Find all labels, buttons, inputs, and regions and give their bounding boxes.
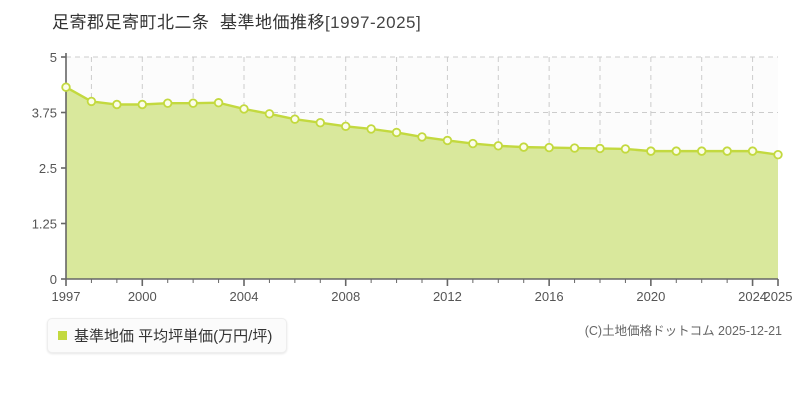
y-axis-tick-label: 3.75 <box>32 106 57 121</box>
data-point-marker <box>137 99 147 110</box>
data-point-marker <box>671 146 681 156</box>
copyright-credit: (C)土地価格ドットコム 2025-12-21 <box>584 324 782 338</box>
x-axis-tick-label: 2008 <box>331 289 360 304</box>
y-axis-tick-label: 2.5 <box>39 161 57 176</box>
data-point-marker <box>519 142 529 152</box>
data-point-marker <box>646 146 656 156</box>
title-metric: 基準地価推移 <box>219 13 325 32</box>
page-title: 足寄郡足寄町北二条 基準地価推移[1997-2025] <box>0 8 800 33</box>
x-axis-tick-label: 2024 <box>738 289 767 304</box>
data-point-marker <box>315 118 325 128</box>
x-axis-tick-label: 2020 <box>636 289 665 304</box>
data-point-marker <box>163 98 173 108</box>
data-point-marker <box>442 135 453 146</box>
chart-legend: 基準地価 平均坪単価(万円/坪) <box>47 318 288 353</box>
x-axis-tick-label: 2004 <box>230 289 259 304</box>
data-point-marker <box>112 99 122 110</box>
legend-swatch-icon <box>58 331 67 340</box>
data-point-marker <box>239 104 249 114</box>
data-point-marker <box>747 146 758 156</box>
data-point-marker <box>188 98 198 108</box>
data-point-marker <box>595 143 605 154</box>
x-axis-tick-label: 2016 <box>535 289 564 304</box>
data-point-marker <box>417 132 427 142</box>
data-point-marker <box>264 109 275 119</box>
data-point-marker <box>493 141 503 151</box>
data-point-marker <box>86 96 97 107</box>
data-point-marker <box>544 142 554 153</box>
data-point-marker <box>341 121 351 131</box>
data-point-marker <box>620 144 631 154</box>
data-point-marker <box>773 149 783 160</box>
data-point-marker <box>61 82 71 92</box>
legend-label: 基準地価 平均坪単価(万円/坪) <box>74 328 273 345</box>
data-point-marker <box>697 146 707 156</box>
data-point-marker <box>290 114 300 124</box>
y-axis-tick-label: 0 <box>50 272 57 287</box>
x-axis-tick-label: 2012 <box>433 289 462 304</box>
title-range: [1997-2025] <box>324 13 422 32</box>
data-point-marker <box>213 98 224 108</box>
data-point-marker <box>722 146 732 156</box>
y-axis-tick-label: 1.25 <box>32 217 57 232</box>
data-point-marker <box>366 124 376 134</box>
title-location: 足寄郡足寄町北二条 <box>52 13 210 32</box>
data-point-marker <box>391 127 402 138</box>
data-point-marker <box>569 143 580 153</box>
data-point-marker <box>468 138 478 149</box>
x-axis-tick-label: 1997 <box>52 289 81 304</box>
x-axis-tick-label: 2025 <box>764 289 793 304</box>
y-axis-tick-label: 5 <box>50 50 57 65</box>
x-axis-tick-label: 2000 <box>128 289 157 304</box>
